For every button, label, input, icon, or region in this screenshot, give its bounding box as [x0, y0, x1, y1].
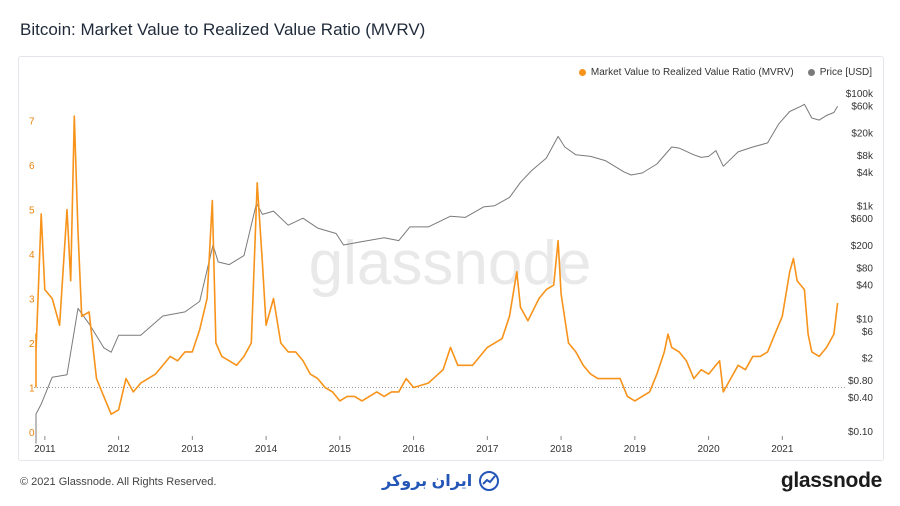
left-axis-tick-5: 5	[29, 206, 35, 217]
left-axis-tick-2: 2	[29, 339, 35, 350]
x-axis-tick-2018: 2018	[550, 444, 573, 455]
page-title: Bitcoin: Market Value to Realized Value …	[20, 20, 426, 39]
right-axis-tick-10: $10	[856, 314, 873, 325]
x-axis-tick-2016: 2016	[402, 444, 425, 455]
left-axis-tick-6: 6	[29, 161, 35, 172]
right-axis: $0.10 $0.40 $0.80 $2 $6 $10 $40 $80 $200 $600$1k $…	[846, 89, 874, 438]
right-axis-tick-4k: $4k	[857, 168, 874, 179]
x-axis-tick-2019: 2019	[624, 444, 647, 455]
series-line-mvrv	[35, 115, 839, 415]
left-axis: 0 1 2 3 4 5 6 7	[29, 117, 35, 440]
x-axis-tick-2020: 2020	[697, 444, 720, 455]
right-axis-tick-2: $2	[862, 354, 874, 365]
x-axis-tick-2012: 2012	[107, 444, 130, 455]
right-axis-tick-6: $6	[862, 327, 874, 338]
trend-arrow-icon	[479, 471, 500, 491]
left-axis-tick-0: 0	[29, 428, 35, 439]
right-axis-tick-8k: $8k	[857, 151, 874, 162]
right-axis-tick-040: $0.40	[848, 393, 873, 404]
copyright-text: © 2021 Glassnode. All Rights Reserved.	[20, 476, 217, 488]
right-axis-tick-20k: $20k	[851, 128, 874, 139]
x-axis-tick-2011: 2011	[34, 444, 56, 455]
legend-label-mvrv: Market Value to Realized Value Ratio (MV…	[590, 67, 794, 78]
legend-dot-mvrv-icon	[578, 69, 586, 76]
left-axis-tick-7: 7	[29, 117, 35, 128]
left-axis-tick-1: 1	[29, 384, 35, 395]
partner-brand[interactable]: ایران بروکر	[382, 470, 500, 492]
right-axis-tick-200: $200	[851, 241, 874, 252]
x-axis-tick-2021: 2021	[771, 444, 794, 455]
series-group	[35, 103, 839, 444]
watermark: glassnode	[309, 229, 592, 298]
x-axis-tick-2017: 2017	[476, 444, 499, 455]
legend-label-price: Price [USD]	[819, 67, 872, 78]
right-axis-tick-010: $0.10	[848, 427, 873, 438]
x-axis-tick-2013: 2013	[181, 444, 204, 455]
x-axis: 2011 2012 2013 2014 2015 2016 2017 2018 2019 2020…	[34, 436, 794, 455]
x-axis-tick-2015: 2015	[329, 444, 352, 455]
right-axis-tick-600: $600	[851, 214, 874, 225]
series-line-price	[35, 103, 839, 444]
right-axis-tick-100k: $100k	[846, 89, 874, 100]
right-axis-tick-40: $40	[856, 280, 873, 291]
chart-legend: Market Value to Realized Value Ratio (MV…	[578, 67, 872, 78]
legend-item-price[interactable]: Price [USD]	[807, 67, 872, 78]
right-axis-tick-1k: $1k	[857, 202, 874, 213]
legend-item-mvrv[interactable]: Market Value to Realized Value Ratio (MV…	[578, 67, 794, 78]
right-axis-tick-80: $80	[856, 263, 873, 274]
partner-brand-text: ایران بروکر	[382, 473, 473, 490]
legend-dot-price-icon	[807, 69, 815, 76]
chart-card	[18, 56, 884, 461]
right-axis-tick-080: $0.80	[848, 376, 873, 387]
left-axis-tick-4: 4	[29, 250, 35, 261]
glassnode-logo[interactable]: glassnode	[780, 469, 882, 492]
right-axis-tick-60k: $60k	[851, 101, 874, 112]
left-axis-tick-3: 3	[29, 295, 35, 306]
x-axis-tick-2014: 2014	[255, 444, 278, 455]
